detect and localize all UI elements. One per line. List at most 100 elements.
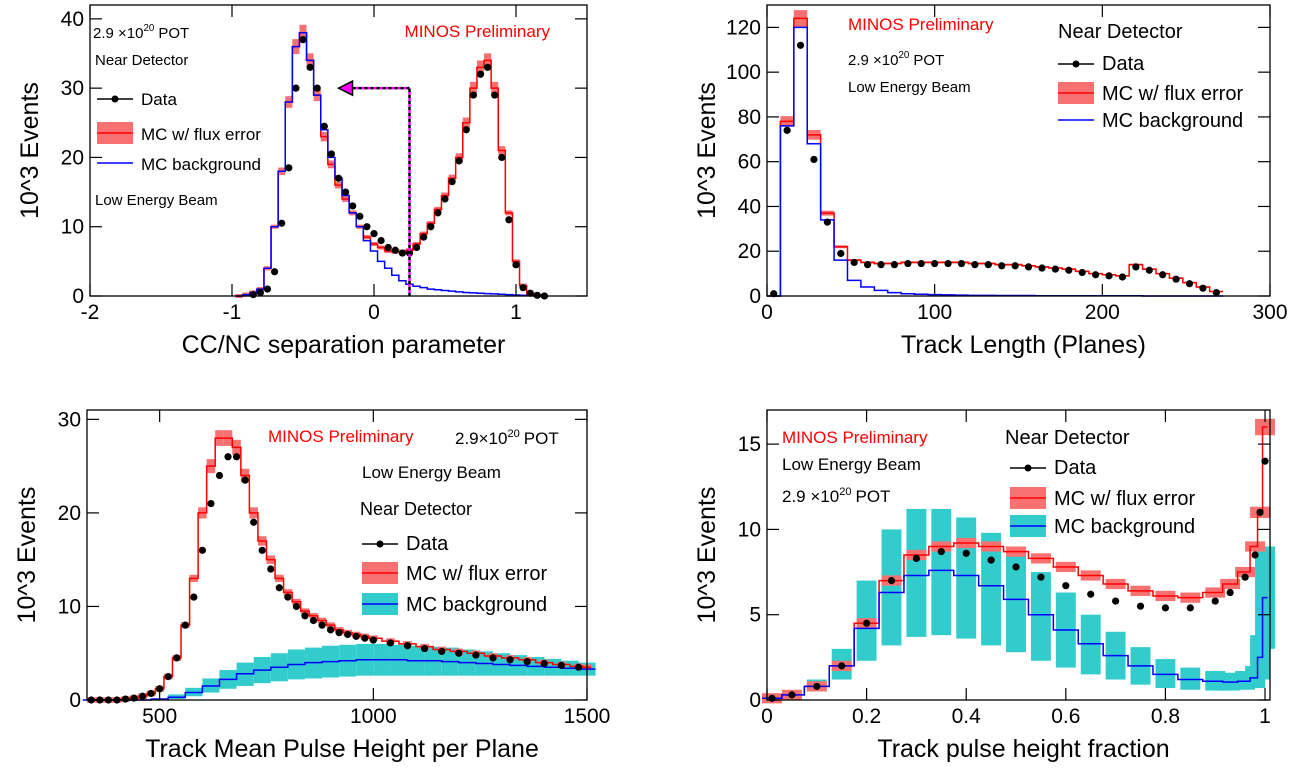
pot-label: 2.9×1020 POT [455,428,559,448]
y-tick-label: 60 [738,151,761,174]
data-point [224,453,232,461]
data-point [455,649,463,657]
data-point [1037,573,1045,581]
y-tick-label: 80 [738,106,761,129]
y-tick-label: 0 [69,689,81,712]
beam-label: Low Energy Beam [95,192,218,209]
data-point [838,662,846,670]
plot-frame [89,4,588,297]
pot-exponent: 20 [143,23,154,34]
detector-label: Near Detector [1005,427,1130,449]
data-point [386,639,395,647]
mc-background-line [767,26,1224,297]
data-point [877,261,885,269]
y-tick-label: 30 [58,408,81,431]
mc-background-line [762,569,1268,700]
data-point [250,518,258,526]
data-point [850,258,858,267]
y-tick-label: 10 [58,595,81,618]
x-axis-title: CC/NC separation parameter [182,331,506,359]
pot-value: 2.9×10 [455,429,507,448]
data-point [1062,582,1070,590]
data-point [370,230,378,238]
data-point [1112,597,1120,605]
data-point [181,621,189,629]
data-point [207,499,215,508]
x-tick-label: 1 [510,301,522,324]
data-point [574,663,583,671]
data-point [469,91,477,99]
mc-background-band [1180,667,1201,690]
data-point [484,63,492,71]
data-point [138,692,147,700]
data-point [526,289,534,297]
x-tick-label: 300 [1252,301,1287,324]
data-point [241,476,249,484]
data-point [533,291,541,299]
data-point [1199,284,1207,292]
legend-data-label: Data [141,90,177,109]
y-axis-title: 10^3 Events [693,487,721,624]
legend-mc-label: MC w/ flux error [1054,488,1195,510]
legend-data-label: Data [406,533,449,555]
data-point [1261,457,1269,465]
pot-label: 2.9 ×1020 POT [848,50,944,69]
data-point [796,41,805,49]
pot-exponent: 20 [507,428,519,440]
data-point [292,602,301,611]
x-axis-title: Track pulse height fraction [877,735,1169,763]
data-point [837,249,845,258]
data-point [957,259,966,268]
y-tick-label: 100 [726,61,761,84]
data-point [863,619,871,627]
data-point [1161,604,1170,612]
legend-mc-label: MC w/ flux error [406,563,547,585]
data-point [823,218,831,226]
data-point [249,291,257,299]
data-point [413,243,421,252]
mc-background-band [881,529,902,646]
data-point [334,174,343,182]
data-point [1051,265,1059,273]
data-point [434,209,442,217]
y-axis-title: 10^3 Events [693,82,721,219]
data-point [335,629,343,637]
data-point [890,261,899,269]
pot-value: 2.9 ×10 [93,25,143,42]
legend-data-marker [1072,60,1080,68]
plot-frame [766,409,1271,701]
data-point [912,554,921,563]
detector-label: Near Detector [95,52,188,69]
data-point [810,155,818,164]
data-point [313,84,321,92]
data-point [519,284,527,292]
data-point [121,695,130,703]
data-point [398,249,406,257]
y-tick-label: 20 [738,240,761,263]
pot-value: 2.9 ×10 [782,487,839,506]
mc-background-band [1030,572,1051,661]
data-point [491,91,499,99]
legend-data-marker [111,95,119,103]
data-point [1078,268,1086,277]
data-point [1038,264,1046,272]
data-point [1212,289,1220,297]
data-point [1118,273,1127,281]
data-point [403,642,412,650]
pot-unit: POT [913,52,944,69]
data-point [1092,271,1100,279]
data-point [472,651,480,659]
mc-background-line [82,659,596,701]
preliminary-label: MINOS Preliminary [405,22,551,41]
data-point [352,632,360,640]
data-point [1185,280,1194,288]
data-point [215,471,224,480]
y-tick-label: 10 [61,216,84,239]
data-point [278,219,286,227]
y-tick-label: 10 [738,518,761,541]
data-point [318,621,326,629]
legend-mc-label: MC w/ flux error [1102,83,1243,105]
data-point [285,164,293,172]
